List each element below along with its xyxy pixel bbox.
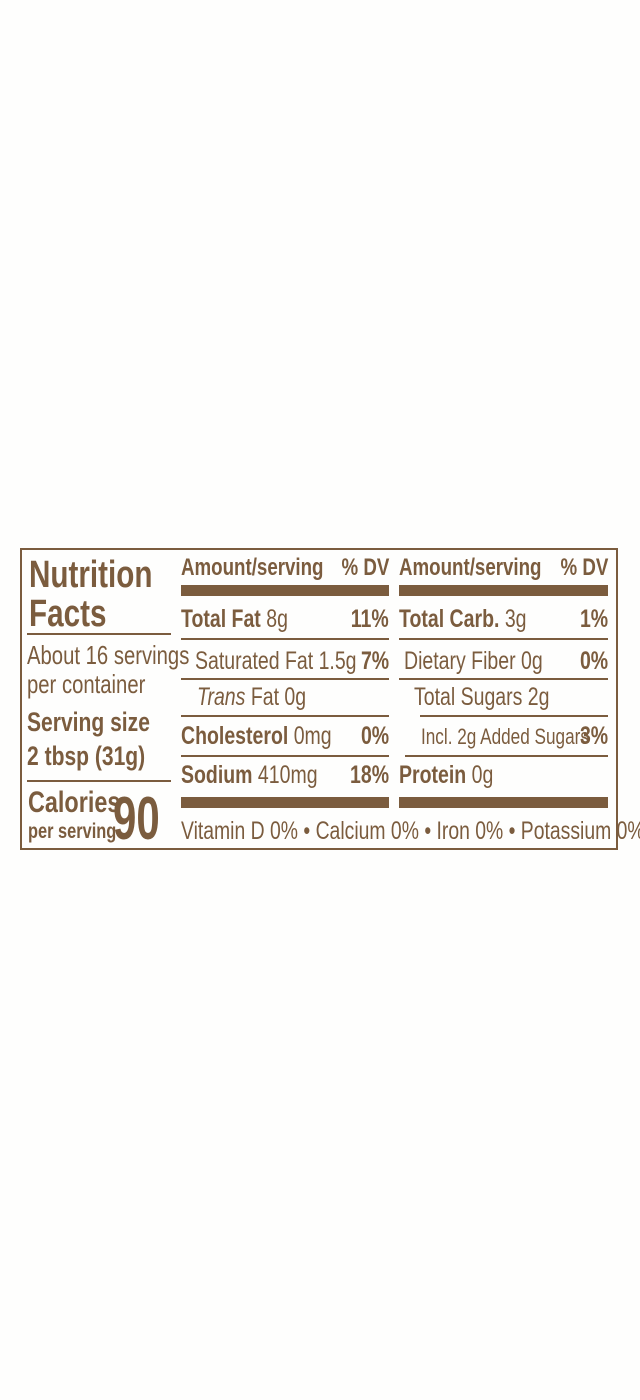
amount-serving-header: Amount/serving (181, 554, 324, 581)
nutrient-name: Total Fat (181, 605, 261, 633)
dv-total-fat: 11% (351, 605, 389, 633)
dv-added-sugars: 3% (579, 722, 608, 750)
calories-per-serving: per serving (28, 820, 117, 843)
calories-label: Calories (28, 786, 121, 819)
row-dietary-fiber: Dietary Fiber 0g (404, 647, 543, 675)
row-protein: Protein 0g (399, 763, 493, 788)
divider (181, 678, 389, 680)
divider (181, 638, 389, 640)
dv-cholesterol: 0% (360, 722, 389, 750)
row-total-carb: Total Carb. 3g (399, 607, 527, 632)
dv-sodium: 18% (349, 761, 389, 789)
divider (181, 755, 389, 757)
divider (27, 633, 171, 635)
dv-dietary-fiber: 0% (579, 647, 608, 675)
title-nutrition: Nutrition (29, 554, 153, 596)
thick-bar (181, 585, 389, 596)
divider (420, 715, 608, 717)
divider (181, 715, 389, 717)
row-added-sugars: Incl. 2g Added Sugars (421, 724, 589, 749)
row-cholesterol: Cholesterol 0mg (181, 724, 332, 749)
dv-header-right: % DV (560, 554, 608, 581)
nutrient-name: Protein (399, 761, 467, 789)
divider (399, 638, 608, 640)
amount-serving-header-right: Amount/serving (399, 554, 542, 581)
serving-size-label: Serving size (27, 707, 150, 737)
row-saturated-fat: Saturated Fat 1.5g (195, 647, 357, 675)
nutrient-name: Cholesterol (181, 722, 289, 750)
thick-bar (399, 797, 608, 808)
nutrient-amount: 8g (266, 605, 288, 633)
calories-value: 90 (113, 785, 160, 852)
nutrient-amount: 0mg (293, 722, 332, 750)
divider (27, 780, 171, 782)
row-total-sugars: Total Sugars 2g (414, 683, 550, 711)
nutrient-amount: 410mg (257, 761, 318, 789)
nutrition-facts-label (20, 548, 618, 850)
row-total-fat: Total Fat 8g (181, 607, 288, 632)
nutrient-name: Sodium (181, 761, 253, 789)
serving-size-value: 2 tbsp (31g) (27, 741, 146, 771)
nutrient-name: Total Carb. (399, 605, 500, 633)
servings-per-container-2: per container (27, 669, 146, 699)
trans-italic: Trans (197, 683, 246, 711)
divider (399, 678, 608, 680)
dv-saturated-fat: 7% (360, 647, 389, 675)
divider (405, 755, 608, 757)
row-trans-fat: Trans Fat 0g (197, 685, 306, 710)
nutrient-amount: 3g (504, 605, 527, 633)
title-facts: Facts (29, 593, 107, 635)
servings-per-container: About 16 servings (27, 640, 190, 670)
thick-bar (181, 797, 389, 808)
vitamins-minerals: Vitamin D 0% • Calcium 0% • Iron 0% • Po… (181, 817, 640, 845)
thick-bar (399, 585, 608, 596)
nutrient-amount: 0g (471, 761, 494, 789)
dv-header: % DV (341, 554, 389, 581)
nutrient-name: Fat 0g (250, 683, 307, 711)
dv-total-carb: 1% (579, 605, 608, 633)
row-sodium: Sodium 410mg (181, 763, 318, 788)
